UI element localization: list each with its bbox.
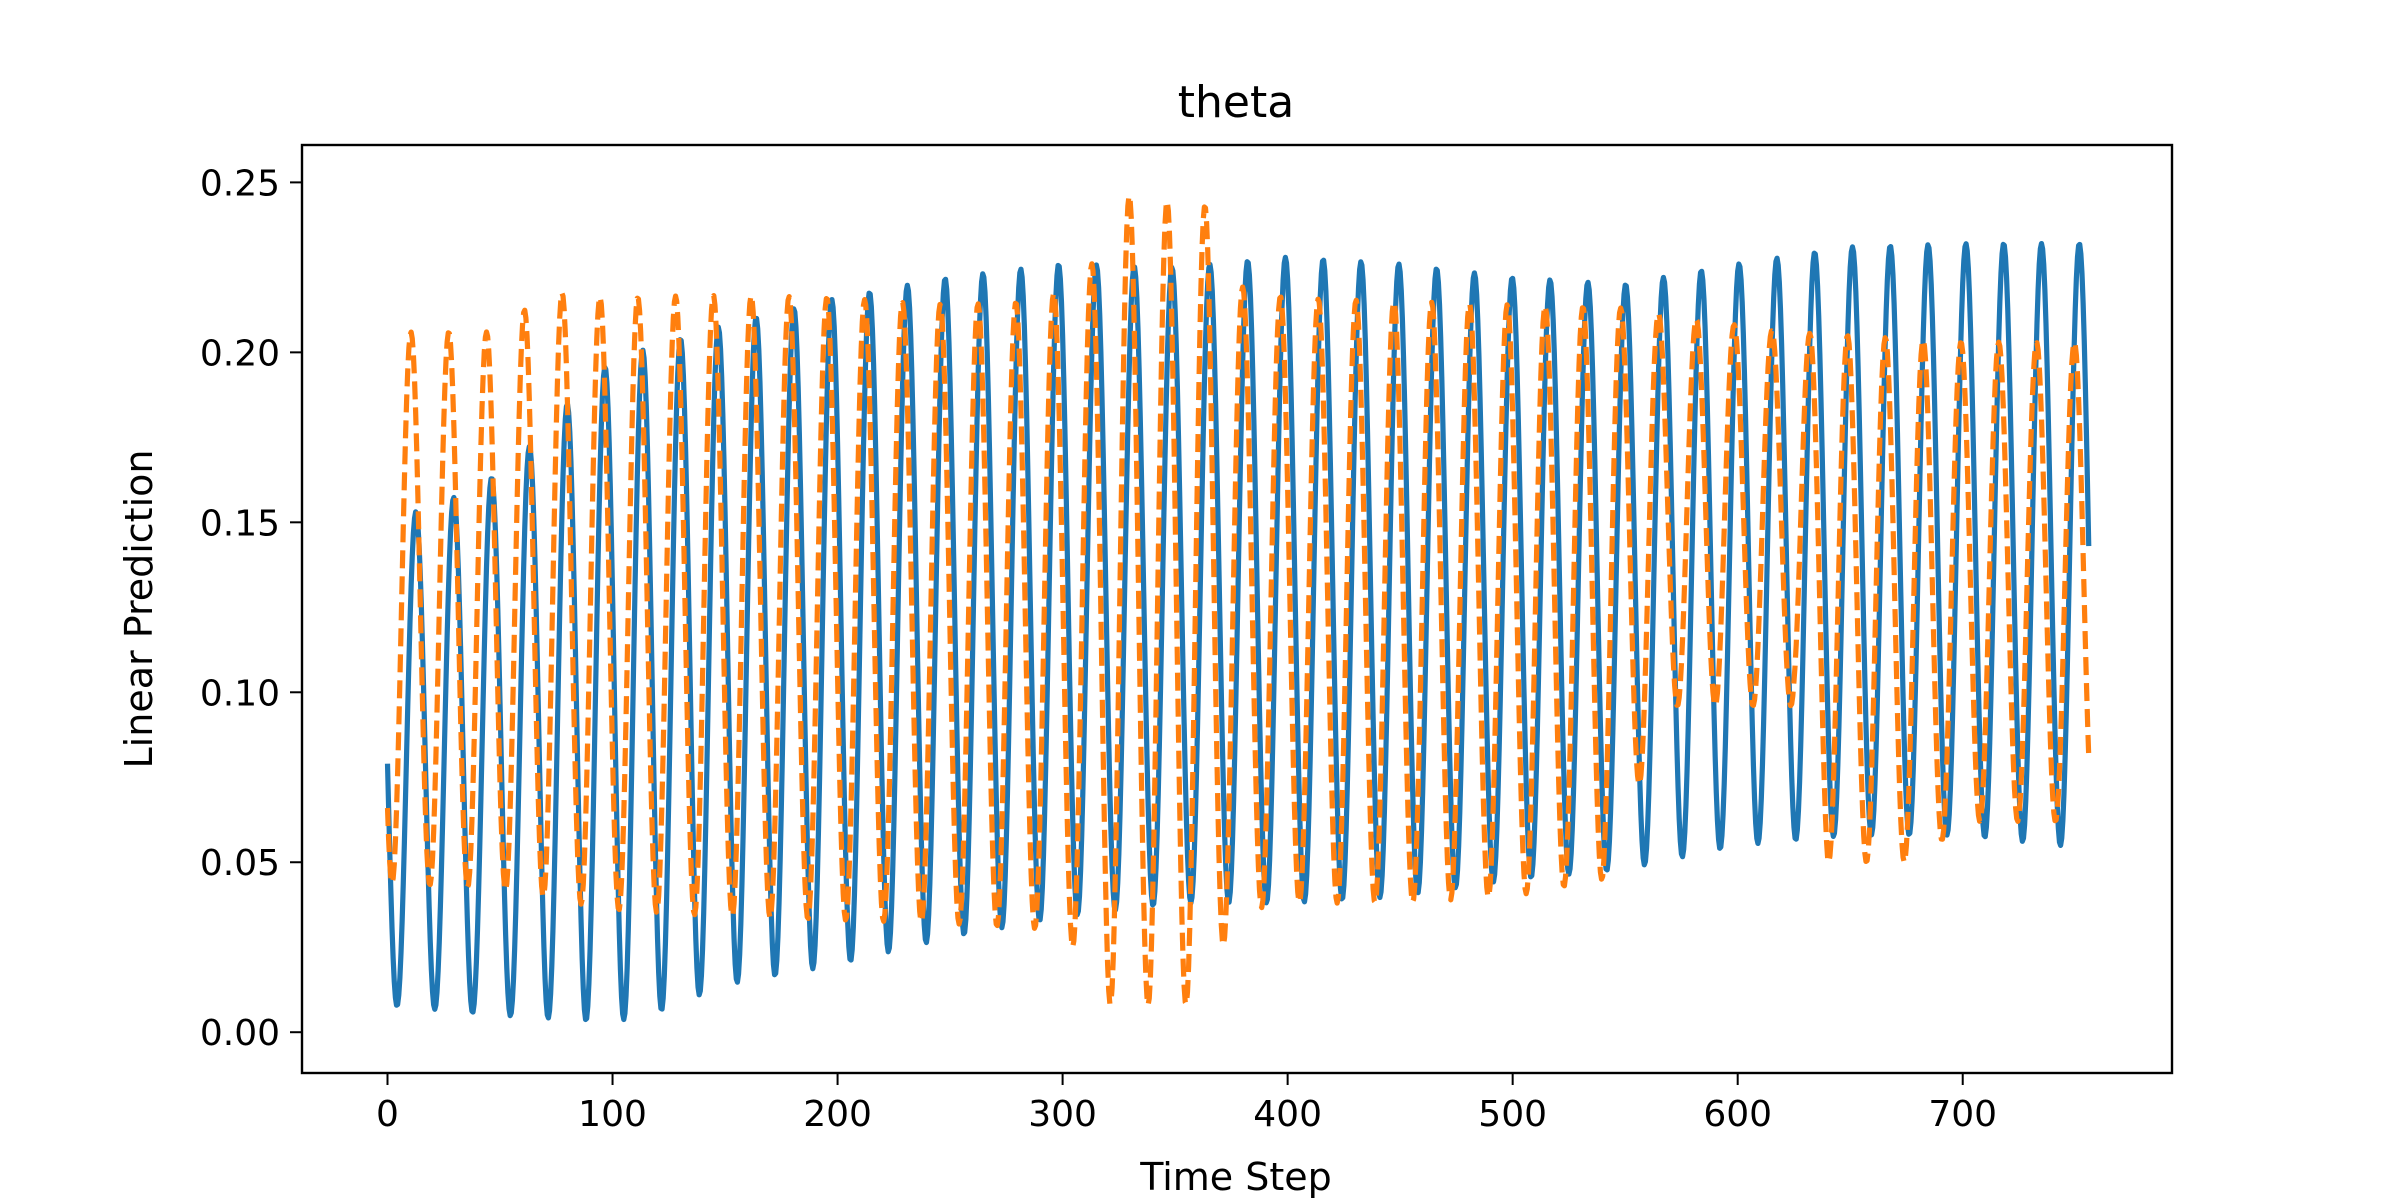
plot-area — [300, 143, 2174, 1075]
y-axis: 0.00 0.05 0.10 0.15 0.20 0.25 — [200, 163, 302, 1054]
plot-frame — [300, 143, 2174, 1075]
y-tick-label: 0.05 — [200, 843, 280, 884]
x-tick-label: 400 — [1253, 1094, 1322, 1135]
x-axis: 0 100 200 300 400 500 600 700 — [376, 1073, 1997, 1135]
solid-series-line — [384, 240, 2092, 1023]
x-tick-label: 300 — [1028, 1094, 1097, 1135]
x-tick-label: 500 — [1478, 1094, 1547, 1135]
dashed-series-line — [384, 193, 2092, 1008]
x-axis-label: Time Step — [1139, 1155, 1332, 1199]
x-tick-label: 600 — [1703, 1094, 1772, 1135]
y-tick-label: 0.00 — [200, 1013, 280, 1054]
y-tick-label: 0.10 — [200, 673, 280, 714]
x-tick-label: 700 — [1928, 1094, 1997, 1135]
x-tick-label: 100 — [578, 1094, 647, 1135]
y-tick-label: 0.15 — [200, 503, 280, 544]
y-tick-label: 0.25 — [200, 163, 280, 204]
y-tick-label: 0.20 — [200, 333, 280, 374]
y-axis-label: Linear Prediction — [117, 450, 161, 769]
x-tick-label: 200 — [803, 1094, 872, 1135]
chart-title: theta — [1178, 77, 1294, 128]
x-tick-label: 0 — [376, 1094, 399, 1135]
